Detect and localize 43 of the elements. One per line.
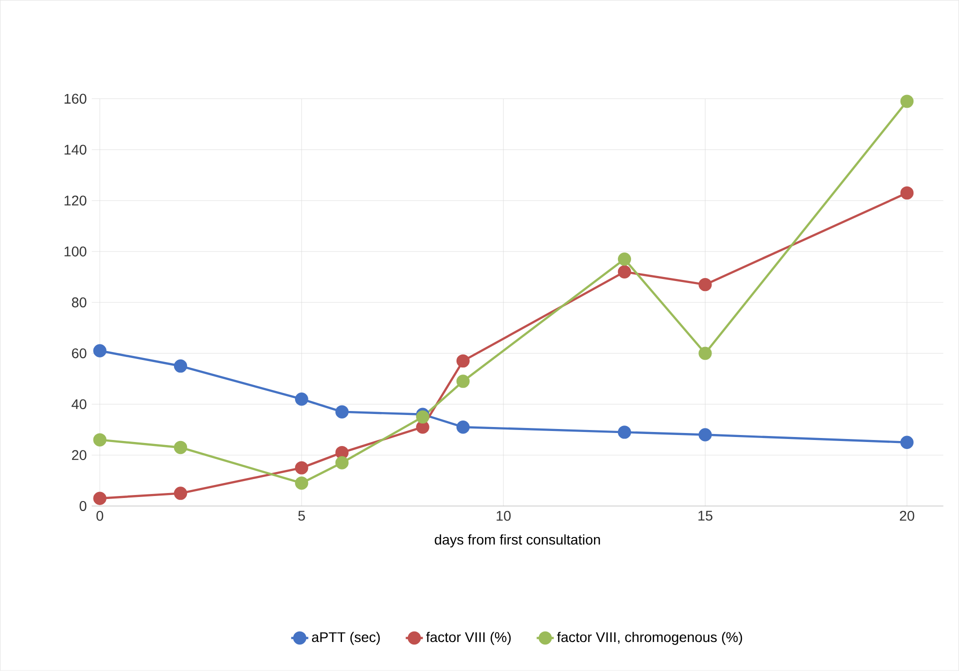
point — [698, 346, 712, 360]
point — [174, 486, 188, 500]
y-tick-label: 40 — [72, 399, 86, 410]
y-tick-label: 100 — [64, 246, 86, 257]
point — [456, 374, 470, 388]
point — [93, 344, 106, 358]
point — [618, 252, 632, 266]
point — [698, 428, 712, 442]
legend-label: factor VIII (%) — [426, 632, 511, 645]
y-tick-label: 60 — [72, 348, 86, 358]
x-tick-label: 15 — [698, 510, 712, 521]
x-tick-label: 0 — [96, 510, 104, 521]
point — [295, 461, 308, 475]
point — [335, 405, 349, 419]
y-tick-label: 120 — [64, 196, 86, 206]
y-tick-label: 20 — [72, 450, 86, 460]
legend-label: factor VIII, chromogenous (%) — [557, 632, 742, 645]
x-axis-title: days from first consultation — [434, 534, 600, 548]
point — [93, 492, 106, 506]
point — [416, 420, 430, 434]
y-tick-label: 140 — [64, 144, 86, 155]
y-tick-label: 160 — [64, 94, 86, 104]
point — [174, 360, 188, 373]
point — [900, 94, 914, 108]
x-tick-label: 5 — [298, 510, 305, 521]
point — [174, 440, 188, 454]
point — [93, 433, 106, 447]
x-tick-label: 20 — [900, 510, 914, 521]
point — [900, 186, 914, 200]
point — [456, 354, 470, 368]
x-tick-label: 10 — [496, 510, 511, 521]
point — [295, 392, 308, 406]
point — [618, 265, 632, 279]
point — [416, 410, 430, 424]
point — [698, 278, 712, 292]
y-tick-label: 80 — [72, 298, 86, 308]
y-tick-label: 0 — [80, 501, 86, 512]
point — [456, 420, 470, 434]
legend-label: aPTT (sec) — [312, 632, 380, 645]
point — [900, 436, 914, 450]
point — [295, 476, 308, 490]
point — [618, 426, 632, 439]
point — [335, 456, 349, 470]
